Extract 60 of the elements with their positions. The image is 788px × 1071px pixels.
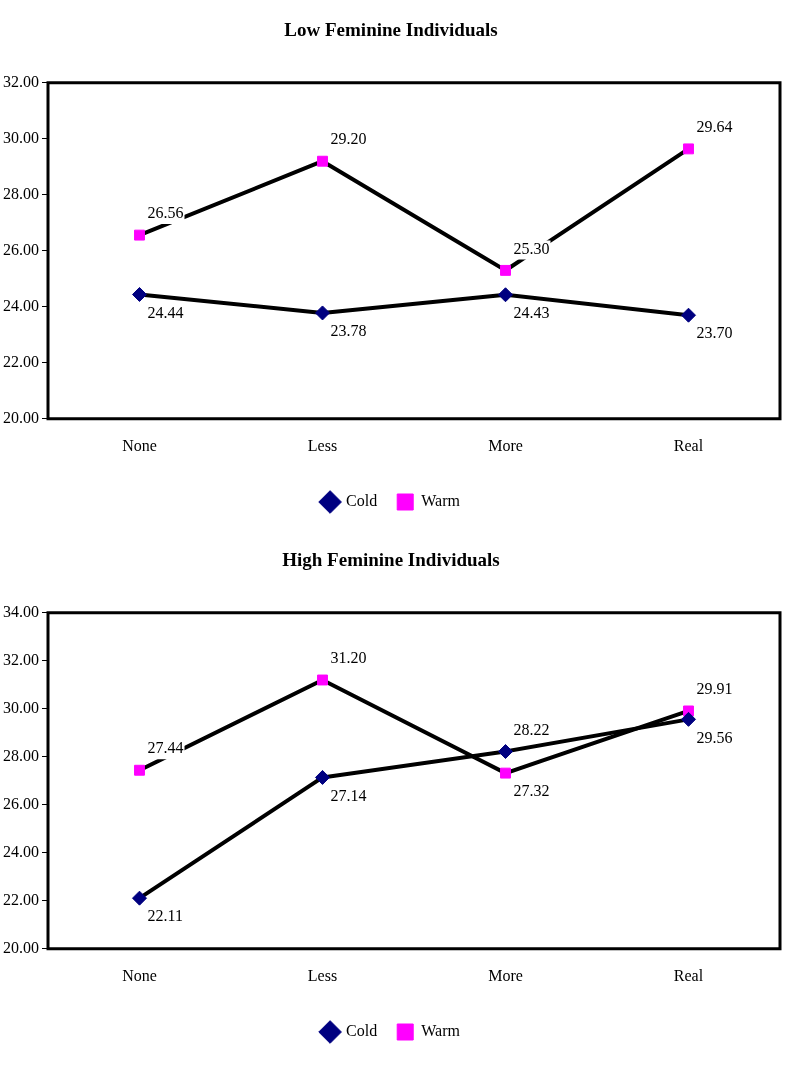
point bbox=[317, 155, 328, 167]
data-label: 23.78 bbox=[330, 322, 367, 340]
point bbox=[132, 890, 147, 906]
data-label: 28.22 bbox=[513, 720, 550, 738]
point bbox=[132, 286, 147, 302]
data-label: 29.20 bbox=[330, 130, 367, 148]
point bbox=[683, 143, 694, 155]
y-tick-label: 30.00 bbox=[3, 699, 39, 716]
x-tick-label: Less bbox=[307, 436, 338, 454]
data-label: 23.70 bbox=[696, 324, 733, 342]
x-tick-label: Real bbox=[673, 436, 704, 454]
legend-label: Cold bbox=[346, 1022, 378, 1040]
y-tick-label: 28.00 bbox=[3, 185, 39, 202]
data-label: 29.56 bbox=[696, 728, 733, 746]
data-label: 27.32 bbox=[513, 782, 550, 800]
y-tick-label: 26.00 bbox=[3, 795, 39, 812]
point bbox=[498, 287, 513, 303]
data-label: 29.91 bbox=[696, 680, 733, 698]
y-tick-label: 22.00 bbox=[3, 353, 39, 370]
y-tick-label: 32.00 bbox=[3, 651, 39, 668]
y-tick-label: 28.00 bbox=[3, 747, 39, 764]
chart-title: Low Feminine Individuals bbox=[284, 19, 498, 41]
point bbox=[315, 769, 330, 785]
point bbox=[681, 711, 696, 727]
point bbox=[315, 305, 330, 321]
data-label: 31.20 bbox=[330, 649, 367, 667]
x-tick-label: None bbox=[122, 436, 157, 454]
x-tick-label: Less bbox=[307, 966, 338, 984]
legend-label: Warm bbox=[421, 1022, 461, 1040]
data-label: 25.30 bbox=[513, 239, 550, 257]
y-tick-label: 22.00 bbox=[3, 891, 39, 908]
data-label: 22.11 bbox=[147, 907, 183, 925]
y-tick-label: 20.00 bbox=[3, 939, 39, 956]
data-label: 27.44 bbox=[147, 739, 184, 757]
y-tick-label: 34.00 bbox=[3, 603, 39, 620]
point bbox=[134, 229, 145, 241]
point bbox=[317, 674, 328, 686]
point bbox=[134, 764, 145, 776]
data-label: 26.56 bbox=[147, 204, 184, 222]
y-tick-label: 32.00 bbox=[3, 73, 39, 90]
data-label: 24.44 bbox=[147, 303, 184, 321]
data-label: 29.64 bbox=[696, 118, 733, 136]
y-tick-label: 24.00 bbox=[3, 843, 39, 860]
x-tick-label: None bbox=[122, 966, 157, 984]
legend-label: Warm bbox=[421, 492, 461, 510]
data-label: 27.14 bbox=[330, 786, 367, 804]
y-tick-label: 30.00 bbox=[3, 129, 39, 146]
point bbox=[498, 744, 513, 760]
x-tick-label: More bbox=[488, 436, 523, 454]
point bbox=[681, 307, 696, 323]
point bbox=[500, 264, 511, 276]
x-tick-label: More bbox=[488, 966, 523, 984]
legend-label: Cold bbox=[346, 492, 378, 510]
point bbox=[500, 767, 511, 779]
x-tick-label: Real bbox=[673, 966, 704, 984]
y-tick-label: 20.00 bbox=[3, 409, 39, 426]
y-tick-label: 26.00 bbox=[3, 241, 39, 258]
y-tick-label: 24.00 bbox=[3, 297, 39, 314]
chart-title: High Feminine Individuals bbox=[282, 549, 500, 571]
data-label: 24.43 bbox=[513, 303, 550, 321]
